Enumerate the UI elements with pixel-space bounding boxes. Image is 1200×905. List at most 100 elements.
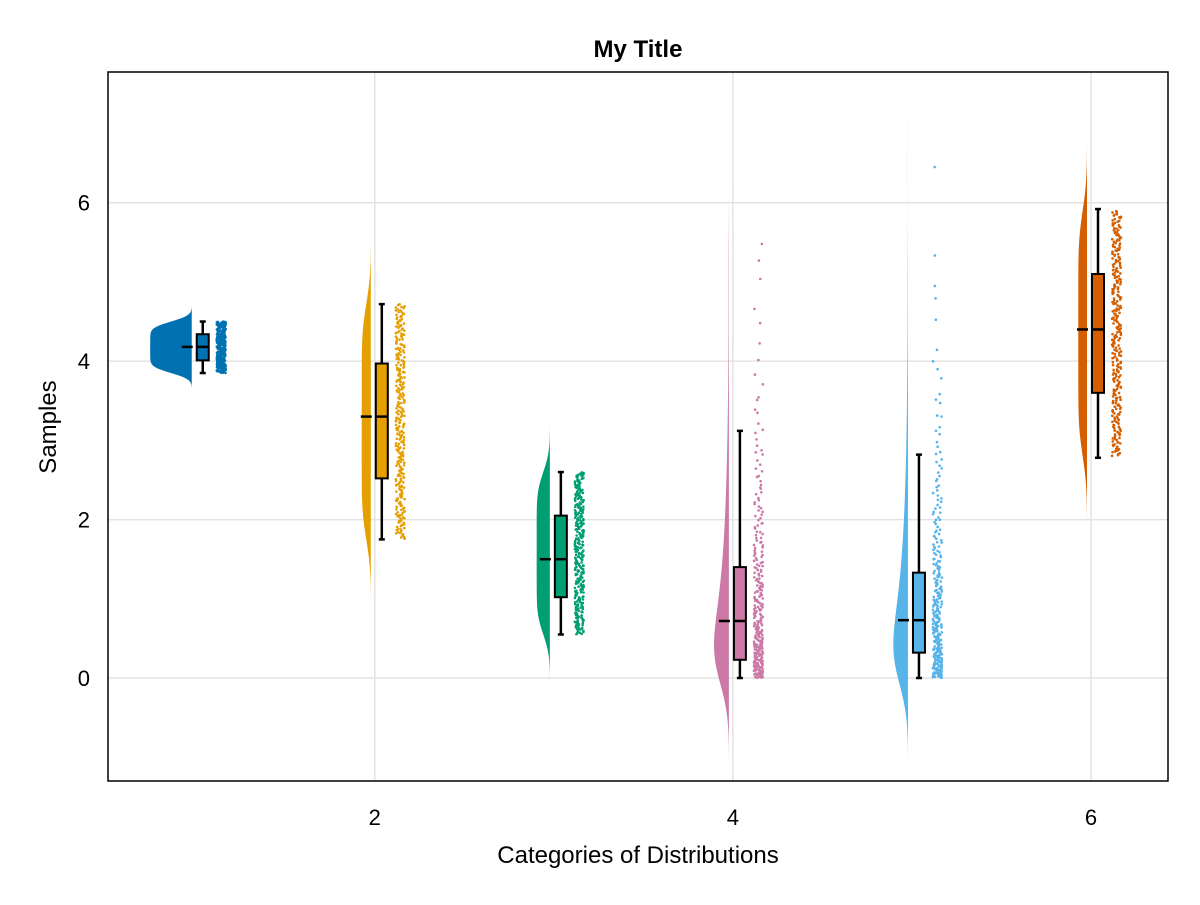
data-point	[1110, 414, 1114, 418]
data-point	[940, 646, 944, 650]
data-point	[939, 580, 942, 583]
data-point	[755, 609, 758, 613]
data-point	[759, 483, 763, 487]
data-point	[398, 319, 402, 322]
data-point	[1115, 357, 1119, 361]
data-point	[397, 396, 400, 400]
data-point	[577, 511, 581, 515]
data-point	[400, 334, 403, 338]
data-point	[1118, 264, 1122, 267]
data-point	[756, 459, 759, 462]
data-point	[934, 518, 938, 522]
data-point	[397, 425, 401, 428]
data-point	[1119, 406, 1122, 409]
data-point	[936, 503, 939, 507]
data-point	[573, 556, 577, 560]
data-point	[761, 649, 764, 653]
data-point	[402, 398, 406, 402]
data-point	[1114, 260, 1118, 264]
data-point	[759, 591, 763, 595]
data-point	[760, 469, 764, 473]
y-tick-label: 6	[78, 191, 90, 216]
data-point	[224, 371, 227, 375]
data-point	[755, 584, 759, 587]
data-point	[400, 433, 404, 437]
data-point	[939, 638, 943, 642]
data-point	[1118, 347, 1121, 350]
data-point	[402, 486, 406, 489]
data-point	[1115, 307, 1119, 310]
data-point	[397, 459, 401, 463]
data-point	[1116, 417, 1120, 420]
data-point	[400, 523, 404, 527]
data-point	[1116, 445, 1119, 448]
data-point	[761, 428, 765, 432]
data-point	[576, 530, 579, 534]
data-point	[216, 320, 220, 324]
data-point	[574, 547, 578, 550]
data-point	[754, 467, 758, 470]
data-point	[1112, 371, 1116, 375]
data-point	[401, 327, 404, 330]
data-point	[1119, 282, 1122, 286]
data-point	[937, 484, 941, 487]
data-point	[934, 297, 937, 300]
data-point	[1115, 415, 1119, 418]
violin	[536, 424, 550, 682]
data-point	[582, 528, 585, 532]
data-point	[574, 537, 578, 541]
data-point	[582, 549, 585, 552]
data-point	[1117, 344, 1120, 347]
data-point	[580, 498, 583, 501]
data-point	[935, 606, 939, 610]
data-point	[1115, 279, 1119, 283]
data-point	[1111, 243, 1115, 246]
data-point	[402, 443, 406, 447]
data-point	[1119, 374, 1122, 377]
data-point	[398, 338, 401, 341]
data-point	[760, 448, 763, 452]
data-point	[399, 455, 402, 459]
data-point	[579, 582, 583, 586]
data-point	[581, 601, 585, 605]
data-point	[402, 521, 406, 525]
data-point	[938, 401, 942, 405]
data-point	[398, 513, 401, 517]
data-point	[1118, 427, 1122, 430]
data-point	[936, 549, 939, 553]
data-point	[1113, 318, 1116, 322]
data-point	[938, 392, 942, 396]
data-point	[576, 490, 579, 493]
data-point	[1117, 274, 1120, 278]
data-point	[394, 331, 398, 335]
data-point	[1118, 311, 1121, 315]
data-point	[397, 386, 400, 390]
data-point	[581, 488, 584, 492]
data-point	[936, 489, 939, 492]
data-point	[937, 564, 940, 568]
data-point	[936, 601, 940, 604]
data-point	[580, 546, 583, 549]
data-point	[756, 524, 760, 527]
data-point	[394, 309, 398, 312]
data-point	[1118, 395, 1122, 399]
data-point	[757, 607, 761, 611]
data-point	[394, 347, 398, 351]
data-point	[399, 446, 402, 449]
data-point	[1111, 310, 1115, 313]
data-point	[759, 570, 763, 574]
data-point	[401, 370, 405, 374]
data-point	[397, 473, 400, 476]
data-point	[573, 508, 577, 512]
data-point	[759, 516, 762, 520]
data-point	[937, 532, 941, 536]
data-point	[575, 534, 578, 537]
data-point	[396, 378, 399, 382]
data-point	[933, 165, 936, 169]
data-point	[931, 622, 935, 626]
data-point	[757, 259, 761, 262]
data-point	[933, 520, 936, 524]
data-point	[396, 462, 399, 465]
data-point	[398, 329, 401, 333]
data-point	[575, 565, 578, 569]
